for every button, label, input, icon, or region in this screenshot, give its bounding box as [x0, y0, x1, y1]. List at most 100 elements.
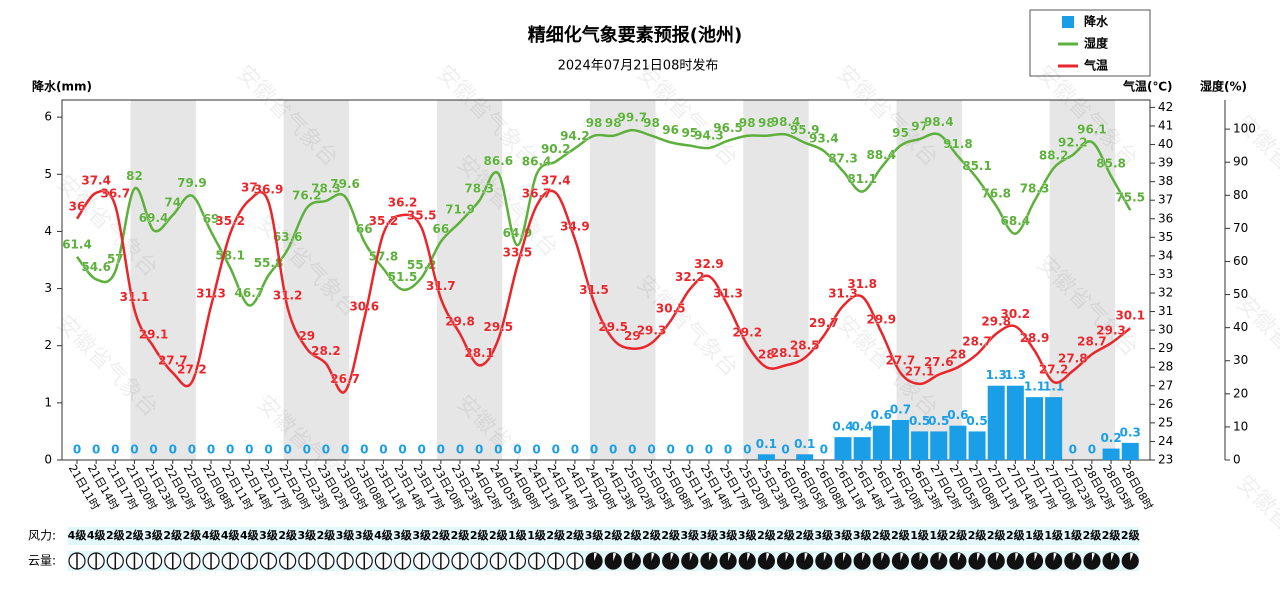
wind-cell [182, 527, 202, 545]
wind-value: 3级 [336, 528, 356, 542]
point-value-label: 29.5 [598, 320, 628, 334]
cloud-icon-gap [708, 553, 712, 561]
wind-cell [297, 527, 316, 545]
bar [1045, 397, 1063, 460]
point-value-label: 28.2 [311, 344, 341, 358]
point-value-label: 37.4 [541, 173, 571, 187]
cloud-icon-gap [1072, 553, 1076, 561]
night-band [436, 100, 503, 460]
bar-value-label: 0 [188, 443, 196, 457]
point-value-label: 29.9 [866, 312, 896, 326]
point-value-label: 76.8 [981, 186, 1011, 200]
y3-tick-label: 0 [1233, 453, 1241, 467]
cloud-icon-gap [1034, 553, 1038, 561]
point-value-label: 95.9 [790, 123, 820, 137]
wind-value: 2级 [278, 528, 298, 542]
bar-value-label: 0 [245, 443, 253, 457]
chart-title: 精细化气象要素预报(池州) [528, 24, 742, 46]
bar [911, 431, 929, 460]
cloud-icon-gap [1111, 553, 1115, 561]
y2-tick-label: 41 [1158, 118, 1173, 132]
y2-axis-label: 气温(℃) [1122, 79, 1173, 94]
point-value-label: 35.5 [407, 209, 437, 223]
bar-value-label: 0 [724, 443, 732, 457]
point-value-label: 92.2 [1058, 135, 1088, 149]
bar-value-label: 0.5 [966, 414, 987, 428]
point-value-label: 85.1 [962, 159, 992, 173]
wind-cell [278, 527, 297, 545]
bar-value-label: 0 [532, 443, 540, 457]
cloud-icon-gap [594, 553, 598, 561]
bar-value-label: 0.5 [909, 414, 930, 428]
point-value-label: 33.5 [503, 246, 533, 260]
bar-value-label: 0.4 [852, 420, 873, 434]
bar [757, 454, 775, 460]
point-value-label: 63.6 [273, 230, 303, 244]
wind-cell [1025, 527, 1044, 545]
y-tick-label: 1 [44, 395, 52, 409]
bar-value-label: 0 [781, 443, 789, 457]
y3-axis-label: 湿度(%) [1200, 79, 1247, 94]
wind-value: 2级 [451, 528, 471, 542]
point-value-label: 78.3 [1020, 181, 1050, 195]
point-value-label: 75.5 [1115, 191, 1145, 205]
bar [1102, 448, 1120, 460]
wind-cell [220, 527, 240, 545]
bar-value-label: 0.6 [947, 408, 968, 422]
wind-cell [833, 527, 853, 545]
bar-value-label: 0 [283, 443, 291, 457]
point-value-label: 28.5 [790, 338, 820, 352]
point-value-label: 31.2 [273, 288, 303, 302]
wind-cell [527, 527, 546, 545]
point-value-label: 29.8 [445, 314, 475, 328]
point-value-label: 88.4 [866, 148, 896, 162]
cloud-icon-gap [670, 553, 674, 561]
wind-value: 2级 [623, 528, 643, 542]
night-band [896, 100, 962, 460]
wind-cell [910, 527, 929, 545]
cloud-icon-gap [651, 553, 655, 561]
legend-box [1029, 9, 1151, 77]
point-value-label: 31.3 [713, 286, 743, 300]
wind-cell [488, 527, 508, 545]
point-value-label: 28.1 [464, 346, 494, 360]
point-value-label: 30.1 [1115, 309, 1145, 323]
wind-value: 2级 [163, 528, 183, 542]
y-tick-label: 3 [44, 281, 52, 295]
wind-cell [795, 527, 814, 545]
bar-value-label: 0 [571, 443, 579, 457]
y3-tick-label: 20 [1233, 386, 1248, 400]
wind-cell [852, 527, 872, 545]
wind-cell [871, 527, 891, 545]
point-value-label: 98 [586, 116, 603, 130]
point-value-label: 28.7 [962, 335, 992, 349]
point-value-label: 27.7 [158, 353, 188, 367]
bar-value-label: 0.3 [1120, 425, 1141, 439]
cloud-icon-gap [1053, 553, 1057, 561]
watermark: 安徽省气象台 [1232, 471, 1280, 582]
bar-value-label: 0 [820, 443, 828, 457]
y3-tick-label: 100 [1233, 122, 1256, 136]
wind-cell [1063, 527, 1082, 545]
bar-value-label: 1.3 [986, 368, 1007, 382]
wind-cell [316, 527, 336, 545]
y2-tick-label: 34 [1158, 248, 1173, 262]
point-value-label: 31.7 [426, 279, 456, 293]
point-value-label: 29.7 [809, 316, 839, 330]
point-value-label: 29.3 [1096, 324, 1126, 338]
night-band [590, 100, 656, 460]
wind-value: 2级 [891, 528, 911, 542]
wind-value: 2级 [106, 528, 126, 542]
point-value-label: 32.9 [694, 257, 724, 271]
wind-value: 4级 [240, 528, 260, 542]
legend-label: 湿度 [1084, 36, 1109, 51]
wind-value: 1级 [1044, 528, 1064, 542]
bar-value-label: 0 [743, 443, 751, 457]
point-value-label: 96 [662, 123, 679, 137]
wind-cell [546, 527, 565, 545]
bar-value-label: 0 [418, 443, 426, 457]
wind-cell [1005, 527, 1025, 545]
point-value-label: 27.6 [924, 355, 954, 369]
point-value-label: 98 [739, 116, 756, 130]
y2-tick-label: 26 [1158, 397, 1173, 411]
